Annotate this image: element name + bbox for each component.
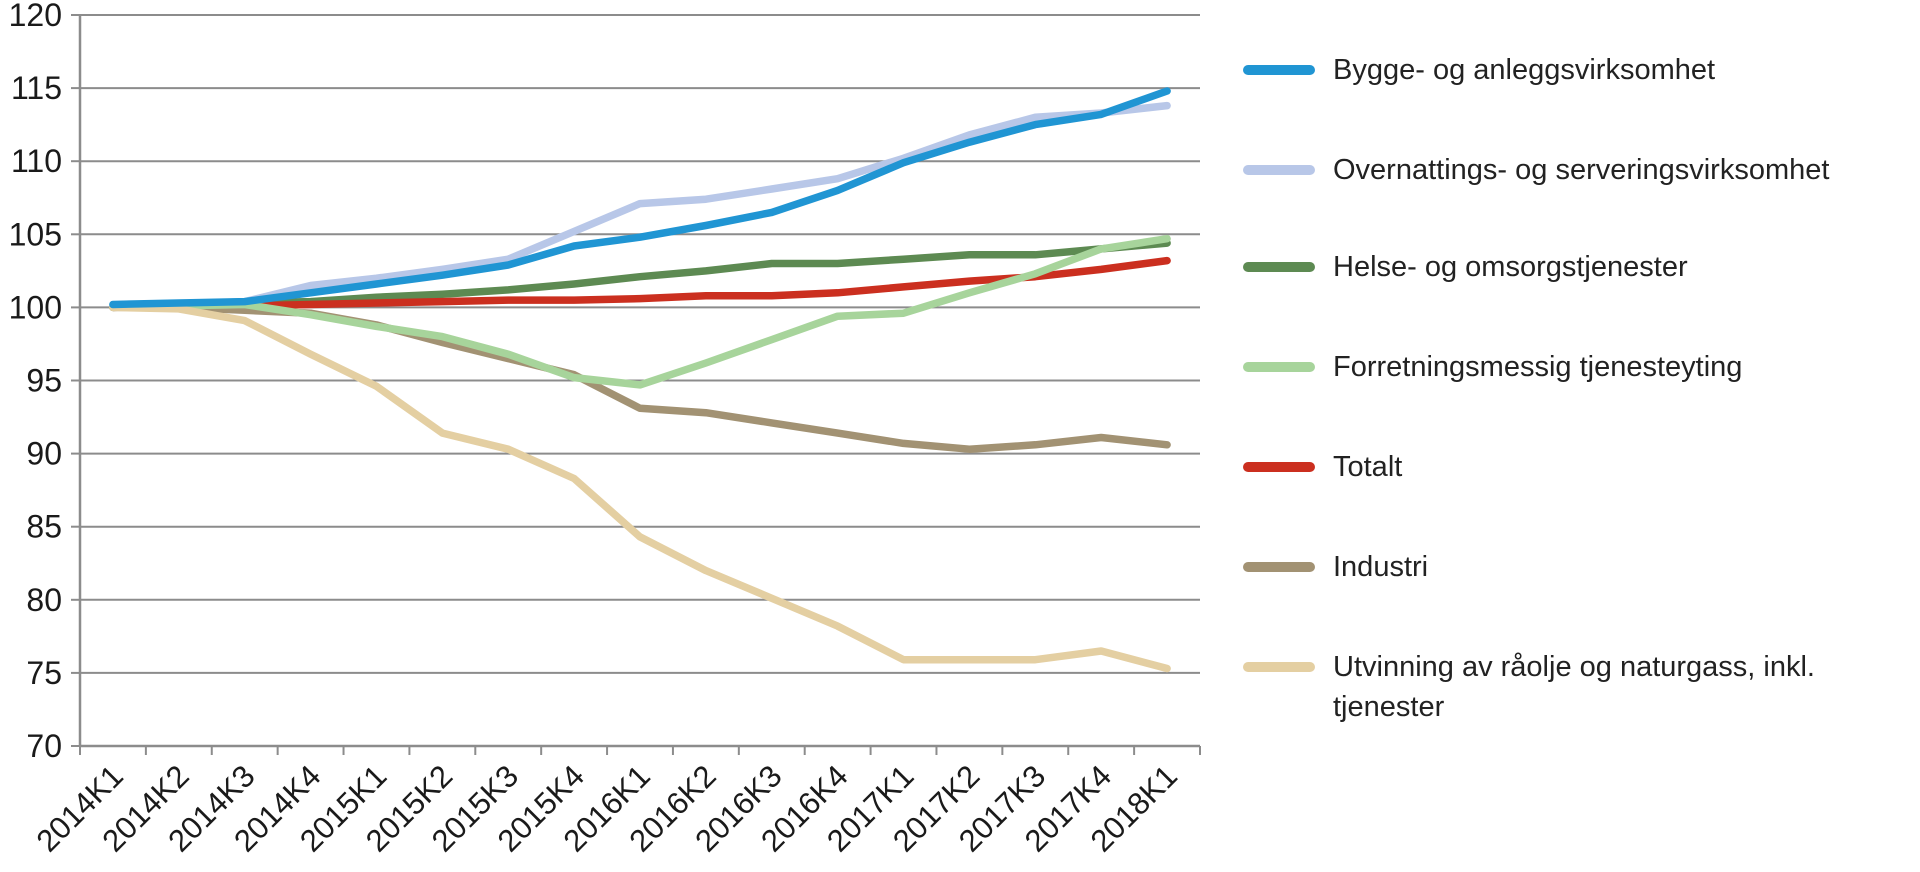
legend-label: Helse- og omsorgstjenester [1333, 251, 1688, 283]
legend-key-line-helse [1243, 262, 1315, 272]
legend-label: Utvinning av råolje og naturgass, inkl. … [1333, 651, 1815, 723]
legend-label: Bygge- og anleggsvirksomhet [1333, 54, 1716, 86]
line-bygge [109, 87, 1171, 309]
legend-item-utvinning: Utvinning av råolje og naturgass, inkl. … [1243, 647, 1893, 727]
y-axis-label: 100 [9, 289, 62, 325]
legend-key-line-utvinning [1243, 662, 1315, 672]
y-axis-label: 115 [11, 70, 62, 106]
legend-item-helse: Helse- og omsorgstjenester [1243, 247, 1688, 287]
y-axis-label: 70 [26, 728, 62, 764]
legend-key-line-bygge [1243, 65, 1315, 75]
legend-item-forretningsmessig: Forretningsmessig tjenesteyting [1243, 347, 1742, 387]
line-utvinning [109, 303, 1171, 673]
line-forretningsmessig [109, 234, 1171, 389]
legend-item-bygge: Bygge- og anleggsvirksomhet [1243, 50, 1715, 90]
legend-key-line-industri [1243, 562, 1315, 572]
line-totalt [109, 256, 1171, 312]
y-axis-label: 85 [26, 509, 62, 545]
y-axis-label: 95 [26, 363, 62, 399]
legend-label: Forretningsmessig tjenesteyting [1333, 351, 1743, 383]
legend-key-line-forretningsmessig [1243, 362, 1315, 372]
legend-label: Totalt [1333, 451, 1403, 483]
y-axis-label: 105 [9, 216, 62, 252]
y-axis-label: 90 [26, 436, 62, 472]
y-axis-label: 75 [26, 655, 62, 691]
legend-item-totalt: Totalt [1243, 447, 1402, 487]
line-industri [109, 303, 1171, 453]
legend-label: Industri [1333, 551, 1429, 583]
y-axis-label: 110 [11, 143, 62, 179]
legend-label: Overnattings- og serveringsvirksomhet [1333, 154, 1830, 186]
y-axis-label: 80 [26, 582, 62, 618]
legend-item-overnattings: Overnattings- og serveringsvirksomhet [1243, 150, 1829, 190]
legend-key-line-overnattings [1243, 165, 1315, 175]
legend-key-line-totalt [1243, 462, 1315, 472]
legend-item-industri: Industri [1243, 547, 1428, 587]
y-axis-label: 120 [9, 0, 62, 33]
line-overnattings [109, 101, 1171, 310]
